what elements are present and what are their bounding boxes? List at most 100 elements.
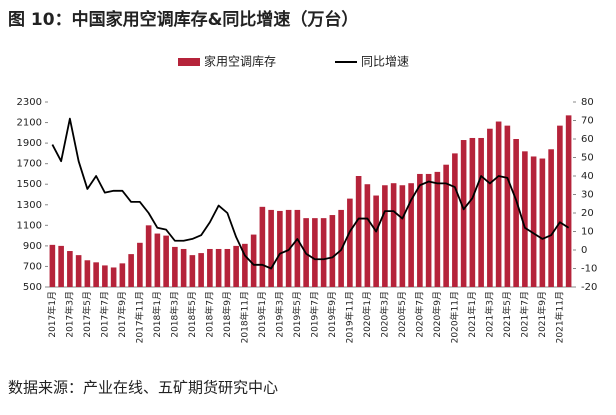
bar xyxy=(198,253,204,287)
y2-tick-label: -10 xyxy=(581,264,597,275)
x-tick-label: 2020年7月 xyxy=(413,291,425,338)
bar xyxy=(434,171,441,287)
x-tick-label: 2020年11月 xyxy=(448,291,460,343)
bar xyxy=(347,198,353,287)
y-tick-label: 2300 xyxy=(17,97,42,108)
y2-tick-label: 10 xyxy=(581,227,594,238)
line xyxy=(51,117,570,270)
bar xyxy=(548,149,554,287)
bar xyxy=(557,125,563,287)
bar xyxy=(408,183,414,287)
x-tick-label: 2018年3月 xyxy=(168,291,180,338)
y2-tick-label: 50 xyxy=(581,153,594,164)
y-tick-label: 500 xyxy=(23,282,42,293)
x-tick-label: 2020年3月 xyxy=(378,291,390,338)
bar xyxy=(215,248,222,287)
x-tick-label: 2018年9月 xyxy=(221,291,233,338)
y-tick-label: 1300 xyxy=(17,200,42,211)
legend-label: 同比增速 xyxy=(361,55,409,69)
bar xyxy=(565,115,572,287)
x-tick-label: 2017年11月 xyxy=(133,291,145,343)
y-tick-label: 900 xyxy=(23,241,42,252)
x-tick-label: 2017年7月 xyxy=(98,291,110,338)
legend-swatch xyxy=(178,58,200,66)
x-tick-label: 2019年1月 xyxy=(256,291,268,338)
bar xyxy=(128,254,134,287)
bar xyxy=(84,260,91,287)
bar xyxy=(250,234,257,287)
bar xyxy=(67,251,73,287)
bar xyxy=(390,183,397,287)
x-tick-label: 2019年7月 xyxy=(308,291,320,338)
x-tick-label: 2021年7月 xyxy=(518,291,530,338)
y-tick-label: 1100 xyxy=(17,220,42,231)
bar xyxy=(145,225,152,287)
bar xyxy=(460,140,467,287)
y2-tick-label: 60 xyxy=(581,134,594,145)
y2-tick-label: 40 xyxy=(581,171,594,182)
y-tick-label: 1700 xyxy=(17,159,42,170)
legend-label: 家用空调库存 xyxy=(204,54,276,69)
bar xyxy=(102,265,108,287)
x-tick-label: 2019年3月 xyxy=(273,291,285,338)
bar xyxy=(268,209,274,287)
bar xyxy=(504,125,511,287)
x-tick-label: 2021年11月 xyxy=(553,291,565,343)
bar xyxy=(364,184,371,287)
x-tick-label: 2018年11月 xyxy=(238,291,250,343)
x-tick-label: 2017年9月 xyxy=(116,291,128,338)
x-tick-label: 2020年1月 xyxy=(361,291,373,338)
x-tick-label: 2019年5月 xyxy=(291,291,303,338)
bar xyxy=(452,153,458,287)
bar xyxy=(329,215,336,287)
bar xyxy=(259,206,266,287)
bar xyxy=(154,233,161,287)
x-tick-label: 2017年1月 xyxy=(46,291,58,338)
bar xyxy=(285,209,292,287)
bar xyxy=(382,185,388,287)
bar xyxy=(189,255,196,287)
bar xyxy=(373,195,379,287)
bar xyxy=(355,176,362,287)
bar xyxy=(513,139,519,287)
bar xyxy=(233,245,239,287)
bar xyxy=(163,235,169,287)
bar xyxy=(425,173,432,287)
bar xyxy=(312,218,318,287)
x-tick-label: 2018年1月 xyxy=(151,291,163,338)
x-tick-label: 2021年3月 xyxy=(483,291,495,338)
bar xyxy=(93,262,99,287)
y-tick-label: 1900 xyxy=(17,138,42,149)
bar xyxy=(180,248,187,287)
bar xyxy=(417,173,423,287)
bar xyxy=(75,255,82,287)
bar xyxy=(443,164,449,287)
x-tick-label: 2021年5月 xyxy=(501,291,513,338)
bar xyxy=(469,137,476,287)
bar xyxy=(487,128,493,287)
bar xyxy=(49,244,56,287)
x-tick-label: 2019年9月 xyxy=(326,291,338,338)
x-tick-label: 2021年9月 xyxy=(536,291,548,338)
y-tick-label: 700 xyxy=(23,261,42,272)
x-tick-label: 2020年5月 xyxy=(396,291,408,338)
bar xyxy=(119,263,126,287)
y2-tick-label: 80 xyxy=(581,97,594,108)
bar xyxy=(58,245,64,287)
bar xyxy=(207,248,213,287)
bar xyxy=(495,121,502,288)
bar xyxy=(277,210,283,287)
bar xyxy=(539,158,546,287)
x-tick-label: 2019年11月 xyxy=(343,291,355,343)
chart-title: 图 10：中国家用空调库存&同比增速（万台） xyxy=(8,9,358,30)
x-tick-label: 2018年7月 xyxy=(203,291,215,338)
bar xyxy=(320,218,327,287)
bar xyxy=(399,185,406,287)
y2-tick-label: 0 xyxy=(581,245,587,256)
x-tick-label: 2020年9月 xyxy=(431,291,443,338)
y-tick-label: 1500 xyxy=(17,179,42,190)
x-tick-label: 2017年3月 xyxy=(63,291,75,338)
bar xyxy=(522,151,528,287)
bar xyxy=(137,242,143,287)
